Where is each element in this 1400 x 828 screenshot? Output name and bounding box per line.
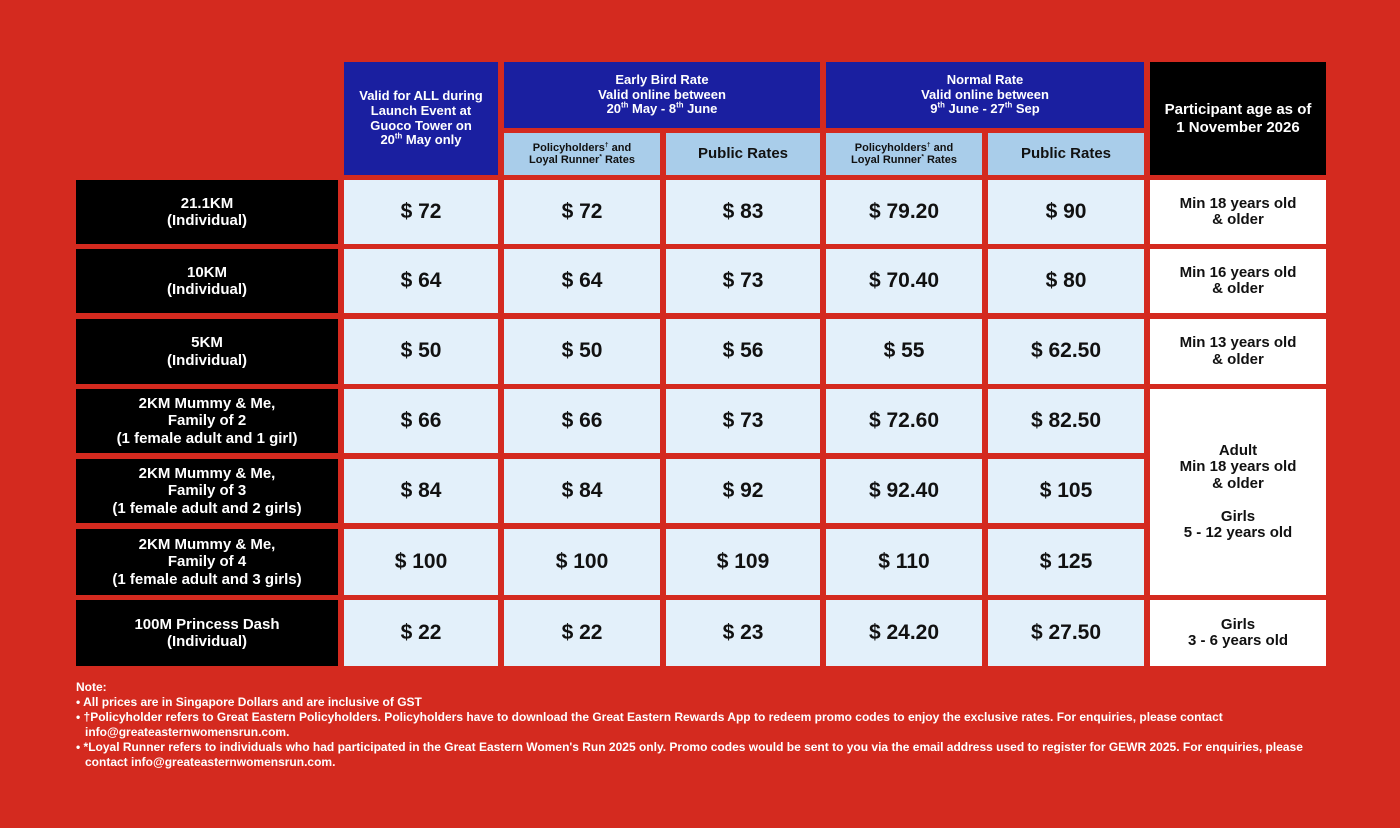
price-early-policyholder: $ 50	[504, 319, 660, 384]
notes-section: Note: • All prices are in Singapore Doll…	[76, 680, 1346, 770]
note-item: • †Policyholder refers to Great Eastern …	[76, 710, 1223, 739]
subheader-normal-public: Public Rates	[988, 133, 1144, 175]
notes-title: Note:	[76, 680, 107, 694]
row-label-5km: 5KM (Individual)	[76, 319, 338, 384]
price-normal-public: $ 27.50	[988, 600, 1144, 666]
subheader-early-public: Public Rates	[666, 133, 820, 175]
row-label-2km-family-2: 2KM Mummy & Me, Family of 2 (1 female ad…	[76, 389, 338, 453]
price-launch: $ 100	[344, 529, 498, 595]
price-normal-policyholder: $ 55	[826, 319, 982, 384]
price-early-public: $ 92	[666, 459, 820, 523]
price-early-public: $ 83	[666, 180, 820, 244]
price-launch: $ 64	[344, 249, 498, 313]
header-early-bird: Early Bird Rate Valid online between 20t…	[504, 62, 820, 128]
row-label-21km: 21.1KM (Individual)	[76, 180, 338, 244]
age-requirement: Min 13 years old & older	[1150, 319, 1326, 384]
row-label-10km: 10KM (Individual)	[76, 249, 338, 313]
price-early-policyholder: $ 84	[504, 459, 660, 523]
price-normal-policyholder: $ 70.40	[826, 249, 982, 313]
price-launch: $ 84	[344, 459, 498, 523]
price-normal-policyholder: $ 24.20	[826, 600, 982, 666]
price-early-policyholder: $ 64	[504, 249, 660, 313]
age-requirement-mummy-and-me: Adult Min 18 years old & older Girls 5 -…	[1150, 389, 1326, 595]
price-launch: $ 50	[344, 319, 498, 384]
price-normal-public: $ 125	[988, 529, 1144, 595]
header-launch-event: Valid for ALL during Launch Event at Guo…	[344, 62, 498, 175]
price-early-policyholder: $ 22	[504, 600, 660, 666]
price-early-public: $ 73	[666, 249, 820, 313]
price-early-public: $ 109	[666, 529, 820, 595]
price-normal-public: $ 82.50	[988, 389, 1144, 453]
price-early-policyholder: $ 72	[504, 180, 660, 244]
age-requirement: Min 16 years old & older	[1150, 249, 1326, 313]
age-requirement: Min 18 years old & older	[1150, 180, 1326, 244]
price-normal-policyholder: $ 110	[826, 529, 982, 595]
price-early-public: $ 73	[666, 389, 820, 453]
price-launch: $ 22	[344, 600, 498, 666]
price-early-policyholder: $ 100	[504, 529, 660, 595]
price-early-policyholder: $ 66	[504, 389, 660, 453]
price-normal-public: $ 105	[988, 459, 1144, 523]
row-label-100m-princess-dash: 100M Princess Dash (Individual)	[76, 600, 338, 666]
price-normal-public: $ 62.50	[988, 319, 1144, 384]
price-early-public: $ 56	[666, 319, 820, 384]
price-normal-policyholder: $ 72.60	[826, 389, 982, 453]
price-launch: $ 72	[344, 180, 498, 244]
row-label-2km-family-4: 2KM Mummy & Me, Family of 4 (1 female ad…	[76, 529, 338, 595]
subheader-normal-policyholders: Policyholders† and Loyal Runner* Rates	[826, 133, 982, 175]
price-launch: $ 66	[344, 389, 498, 453]
note-item: • *Loyal Runner refers to individuals wh…	[76, 740, 1303, 769]
header-participant-age: Participant age as of 1 November 2026	[1150, 62, 1326, 175]
row-label-2km-family-3: 2KM Mummy & Me, Family of 3 (1 female ad…	[76, 459, 338, 523]
price-normal-public: $ 80	[988, 249, 1144, 313]
price-normal-policyholder: $ 92.40	[826, 459, 982, 523]
subheader-early-policyholders: Policyholders† and Loyal Runner* Rates	[504, 133, 660, 175]
note-item: • All prices are in Singapore Dollars an…	[76, 695, 422, 709]
age-requirement-princess-dash: Girls 3 - 6 years old	[1150, 600, 1326, 666]
header-normal-rate: Normal Rate Valid online between 9th Jun…	[826, 62, 1144, 128]
price-normal-policyholder: $ 79.20	[826, 180, 982, 244]
price-normal-public: $ 90	[988, 180, 1144, 244]
price-early-public: $ 23	[666, 600, 820, 666]
